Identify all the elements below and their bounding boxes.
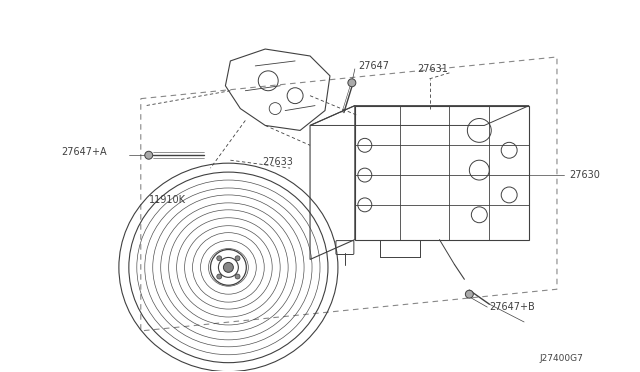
Circle shape [235, 256, 240, 261]
Text: 27647+A: 27647+A [61, 147, 107, 157]
Text: 27633: 27633 [262, 157, 293, 167]
Circle shape [465, 290, 474, 298]
Circle shape [223, 262, 234, 272]
Text: 27647: 27647 [358, 61, 389, 71]
Circle shape [348, 79, 356, 87]
Text: 27647+B: 27647+B [489, 302, 535, 312]
Text: J27400G7: J27400G7 [539, 354, 583, 363]
Text: 27630: 27630 [569, 170, 600, 180]
Text: 11910K: 11910K [148, 195, 186, 205]
Circle shape [145, 151, 153, 159]
Circle shape [217, 274, 221, 279]
Circle shape [235, 274, 240, 279]
Text: 27631: 27631 [417, 64, 449, 74]
Circle shape [217, 256, 221, 261]
